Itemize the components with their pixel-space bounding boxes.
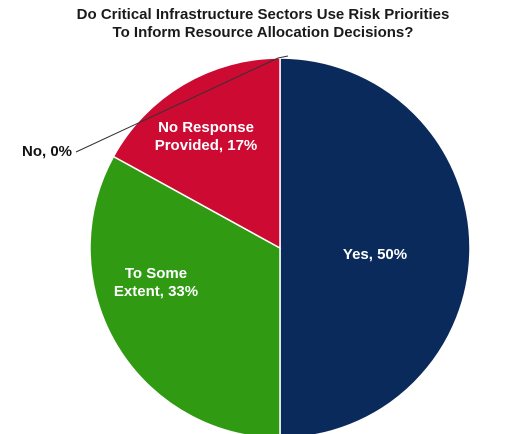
slice-label-line: To Some [125,265,187,282]
slice-label-line: No, 0% [22,143,72,160]
slice-label-line: Extent, 33% [114,283,198,300]
slice-label-line: Yes, 50% [343,246,407,263]
slice-label-line: Provided, 17% [155,137,258,154]
slice-label: No, 0% [22,143,72,160]
leader-line [75,55,289,153]
slice-label: To Some Extent, 33% [114,265,198,300]
pie-slice [89,155,281,434]
pie-slices [89,57,471,434]
pie-slice [112,57,281,250]
pie-slice [279,57,471,434]
slice-label: Yes, 50% [343,246,407,263]
chart-title-line-1: Do Critical Infrastructure Sectors Use R… [76,6,450,23]
chart-title: Do Critical Infrastructure Sectors Use R… [0,6,526,42]
slice-label: No Response Provided, 17% [155,119,258,154]
slice-label-line: No Response [158,119,254,136]
chart-title-line-2: To Inform Resource Allocation Decisions? [112,24,414,41]
pie-labels: Yes, 50% To Some Extent, 33% No Response Pro… [22,55,407,300]
